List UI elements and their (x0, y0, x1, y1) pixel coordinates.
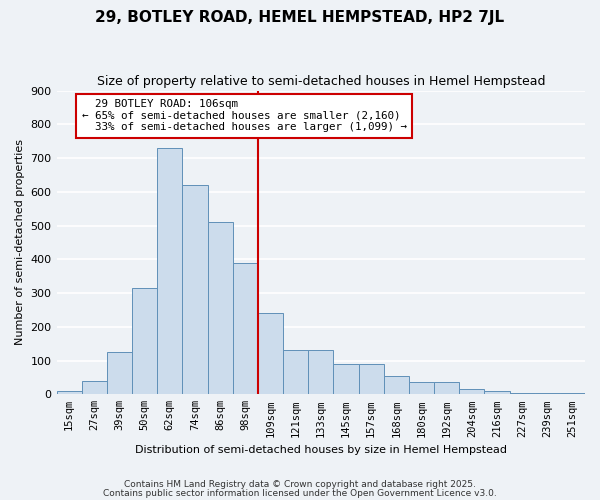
Bar (208, 222, 233, 394)
Text: 29 BOTLEY ROAD: 106sqm
← 65% of semi-detached houses are smaller (2,160)
  33% o: 29 BOTLEY ROAD: 106sqm ← 65% of semi-det… (82, 99, 407, 132)
Bar (484, 391, 509, 394)
Text: Contains public sector information licensed under the Open Government Licence v3: Contains public sector information licen… (103, 488, 497, 498)
Bar (535, 392, 560, 394)
Bar (459, 389, 484, 394)
Bar (182, 185, 208, 394)
Bar (258, 314, 283, 394)
Title: Size of property relative to semi-detached houses in Hemel Hempstead: Size of property relative to semi-detach… (97, 75, 545, 88)
Bar (434, 382, 459, 394)
Bar (383, 376, 409, 394)
Bar (233, 262, 258, 394)
Bar (132, 288, 157, 395)
Bar (308, 350, 334, 395)
Text: 29, BOTLEY ROAD, HEMEL HEMPSTEAD, HP2 7JL: 29, BOTLEY ROAD, HEMEL HEMPSTEAD, HP2 7J… (95, 10, 505, 25)
Y-axis label: Number of semi-detached properties: Number of semi-detached properties (15, 140, 25, 346)
Text: Contains HM Land Registry data © Crown copyright and database right 2025.: Contains HM Land Registry data © Crown c… (124, 480, 476, 489)
Bar (107, 352, 132, 395)
Bar (157, 148, 182, 394)
Bar (359, 364, 383, 394)
Bar (56, 391, 82, 394)
Bar (509, 392, 535, 394)
Bar (409, 382, 434, 394)
X-axis label: Distribution of semi-detached houses by size in Hemel Hempstead: Distribution of semi-detached houses by … (135, 445, 507, 455)
Bar (334, 364, 359, 394)
Bar (560, 392, 585, 394)
Bar (283, 350, 308, 395)
Bar (82, 381, 107, 394)
